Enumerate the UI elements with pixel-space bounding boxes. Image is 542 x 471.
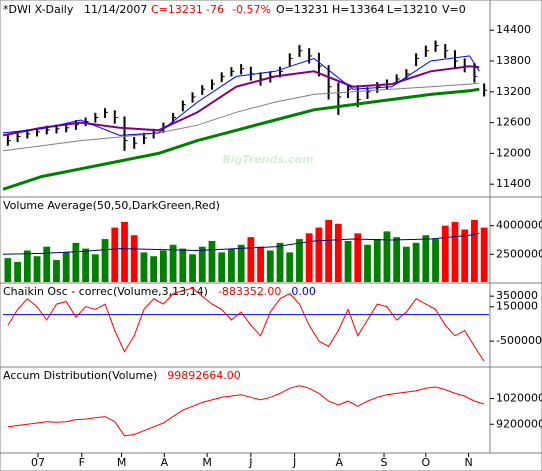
y-tick-label: 9200000: [496, 417, 542, 430]
volume-bar: [82, 248, 90, 282]
volume-bar: [276, 242, 284, 282]
volume-bar: [373, 239, 381, 282]
volume-bar: [4, 258, 12, 282]
volume-bar: [169, 244, 177, 282]
volume: V=0: [442, 3, 466, 16]
volume-bar: [179, 248, 187, 282]
volume-bar: [62, 252, 70, 282]
volume-bar: [402, 246, 410, 282]
volume-bar: [72, 242, 80, 282]
volume-bar: [451, 221, 459, 282]
volume-bar: [218, 252, 226, 282]
volume-bar: [198, 246, 206, 282]
change-pct: -0.57%: [232, 3, 271, 16]
y-tick-label: 2500000: [496, 247, 542, 260]
watermark: BigTrends.com: [222, 153, 313, 166]
change: -76: [206, 3, 224, 16]
x-tick-label: 07: [31, 456, 45, 469]
volume-bar: [101, 239, 109, 282]
volume-bar: [471, 219, 478, 282]
y-tick-label: 150000: [496, 300, 538, 313]
moving-average: [2, 87, 480, 191]
x-tick-label: M: [202, 456, 212, 469]
close: C=13231: [151, 3, 203, 16]
volume-bar: [159, 250, 167, 282]
volume-bar: [480, 227, 488, 282]
high: H=13364: [332, 3, 384, 16]
x-tick-label: A: [336, 456, 344, 469]
volume-bar: [111, 227, 119, 282]
y-tick-label: 13200: [496, 85, 531, 98]
date: 11/14/2007: [84, 3, 147, 16]
volume-bar: [121, 221, 128, 282]
volume-bar: [91, 254, 99, 282]
y-tick-label: -500000: [496, 334, 542, 347]
y-tick-label: 13800: [496, 54, 531, 67]
x-tick-label: M: [117, 456, 127, 469]
volume-bar: [208, 240, 216, 282]
volume-bar: [189, 254, 196, 282]
volume-bar: [14, 261, 21, 282]
moving-average: [2, 82, 480, 152]
volume-bar: [296, 239, 303, 282]
x-tick-label: A: [161, 456, 169, 469]
y-tick-label: 350000: [496, 289, 538, 302]
volume-bar: [23, 250, 31, 282]
volume-average: [2, 232, 480, 255]
volume-bar: [315, 227, 323, 282]
y-tick-label: 10200000: [496, 392, 542, 405]
x-tick-label: J: [292, 456, 296, 469]
x-tick-label: F: [79, 456, 85, 469]
y-tick-label: 12600: [496, 116, 531, 129]
volume-bar: [247, 237, 255, 282]
x-tick-label: S: [381, 456, 388, 469]
volume-bar: [354, 233, 362, 282]
signal-value: 0.00: [291, 285, 316, 298]
symbol: *DWI X-Daily: [3, 3, 74, 16]
volume-bar: [344, 240, 352, 282]
volume-bar: [286, 252, 294, 282]
panel-title: Accum Distribution(Volume): [3, 369, 157, 382]
volume-bar: [237, 244, 245, 282]
volume-bar: [334, 223, 342, 282]
volume-bar: [383, 231, 391, 282]
volume-bar: [305, 233, 313, 282]
low: L=13210: [387, 3, 437, 16]
volume-bar: [140, 252, 148, 282]
x-tick-label: N: [464, 456, 472, 469]
panel-title: Volume Average(50,50,DarkGreen,Red): [3, 199, 220, 212]
y-tick-label: 11400: [496, 177, 531, 190]
volume-bar: [461, 229, 469, 282]
last-value: 99892664.00: [167, 369, 240, 382]
volume-bar: [43, 246, 51, 282]
volume-bar: [257, 246, 264, 282]
moving-average: [2, 65, 480, 137]
volume-bar: [150, 256, 158, 282]
y-tick-label: 4000000: [496, 219, 542, 232]
x-tick-label: J: [248, 456, 252, 469]
volume-bar: [412, 242, 420, 282]
volume-bar: [422, 235, 430, 282]
x-tick-label: O: [421, 456, 430, 469]
panel-title: Chaikin Osc - correc(Volume,3,13,14): [3, 285, 208, 298]
volume-bar: [266, 250, 274, 282]
volume-bar: [364, 244, 371, 282]
volume-bar: [130, 235, 138, 282]
indicator-line: [7, 287, 485, 362]
last-value: -883352.00: [218, 285, 281, 298]
volume-bar: [441, 225, 449, 282]
y-tick-label: 14400: [496, 23, 531, 36]
moving-average: [2, 55, 480, 136]
open: O=13231: [276, 3, 329, 16]
y-tick-label: 12000: [496, 146, 531, 159]
indicator-line: [7, 385, 485, 437]
volume-bar: [53, 260, 60, 282]
volume-bar: [393, 237, 401, 282]
volume-bar: [228, 248, 235, 282]
volume-bar: [33, 256, 41, 282]
volume-bar: [432, 239, 439, 282]
volume-bar: [325, 219, 333, 282]
